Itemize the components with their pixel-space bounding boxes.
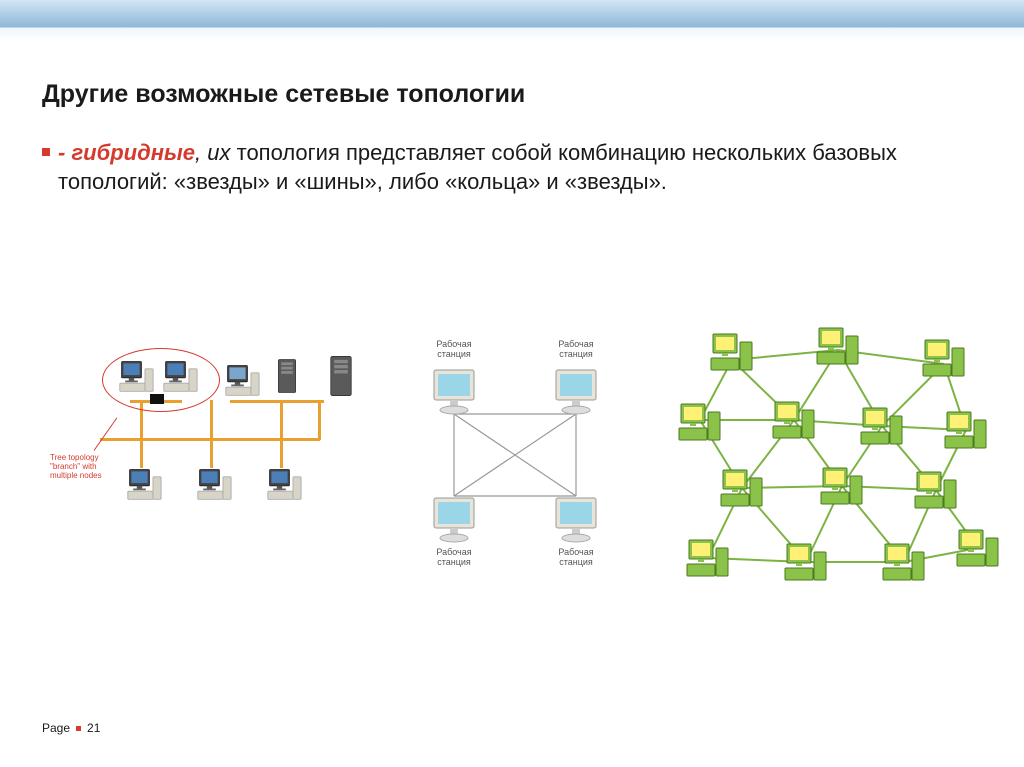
green-pc-node [922,338,966,380]
bullet-item: - гибридные, их топология представляет с… [42,139,982,196]
server-node [324,352,358,400]
slide-header-bar [0,0,1024,42]
workstation-node [550,366,602,418]
pc-node [126,466,162,502]
workstation-node [428,494,480,546]
slide-content: Другие возможные сетевые топологии - гиб… [0,42,1024,196]
bus-segment [210,400,213,438]
green-pc-node [710,332,754,374]
green-pc-node [944,410,988,452]
workstation-label: Рабочаястанция [428,340,480,360]
connector: , их [195,140,230,165]
green-pc-node [820,466,864,508]
bus-segment [280,440,283,468]
footer-bullet-icon [76,726,81,731]
pc-alt-node [224,362,260,398]
pc-node [266,466,302,502]
page-number: 21 [87,721,100,735]
green-pc-node [882,542,926,584]
body-text: - гибридные, их топология представляет с… [58,139,982,196]
workstation-label: Рабочаястанция [550,548,602,568]
workstation-label: Рабочаястанция [428,548,480,568]
workstation-node [428,366,480,418]
bullet-square [42,148,50,156]
bus-segment [318,400,321,440]
green-pc-node [686,538,730,580]
diagrams-row: Tree topology"branch" withmultiple nodes… [0,320,1024,620]
slide-title: Другие возможные сетевые топологии [42,80,982,109]
green-pc-node [772,400,816,442]
green-pc-node [720,468,764,510]
callout-label: Tree topology"branch" withmultiple nodes [50,454,120,480]
page-footer: Page 21 [42,721,100,735]
server-sm-node [272,358,302,394]
green-pc-node [678,402,722,444]
bus-segment [280,400,283,438]
green-pc-node [860,406,904,448]
green-pc-node [956,528,1000,570]
green-pc-node [784,542,828,584]
callout-line [94,417,118,450]
mesh-topology-diagram: Рабочаястанция Рабочаястанция Рабочаястанц… [400,336,630,576]
bus-segment [210,440,213,468]
workstation-label: Рабочаястанция [550,340,602,360]
bus-segment [140,440,143,468]
pc-node [196,466,232,502]
workstation-node [550,494,602,546]
bus-segment [230,400,324,403]
distributed-mesh-diagram [660,320,1000,600]
tree-topology-diagram: Tree topology"branch" withmultiple nodes [70,350,370,570]
green-pc-node [914,470,958,512]
page-label: Page [42,721,70,735]
green-pc-node [816,326,860,368]
highlight-circle [102,348,220,412]
hybrid-word: - гибридные [58,140,195,165]
